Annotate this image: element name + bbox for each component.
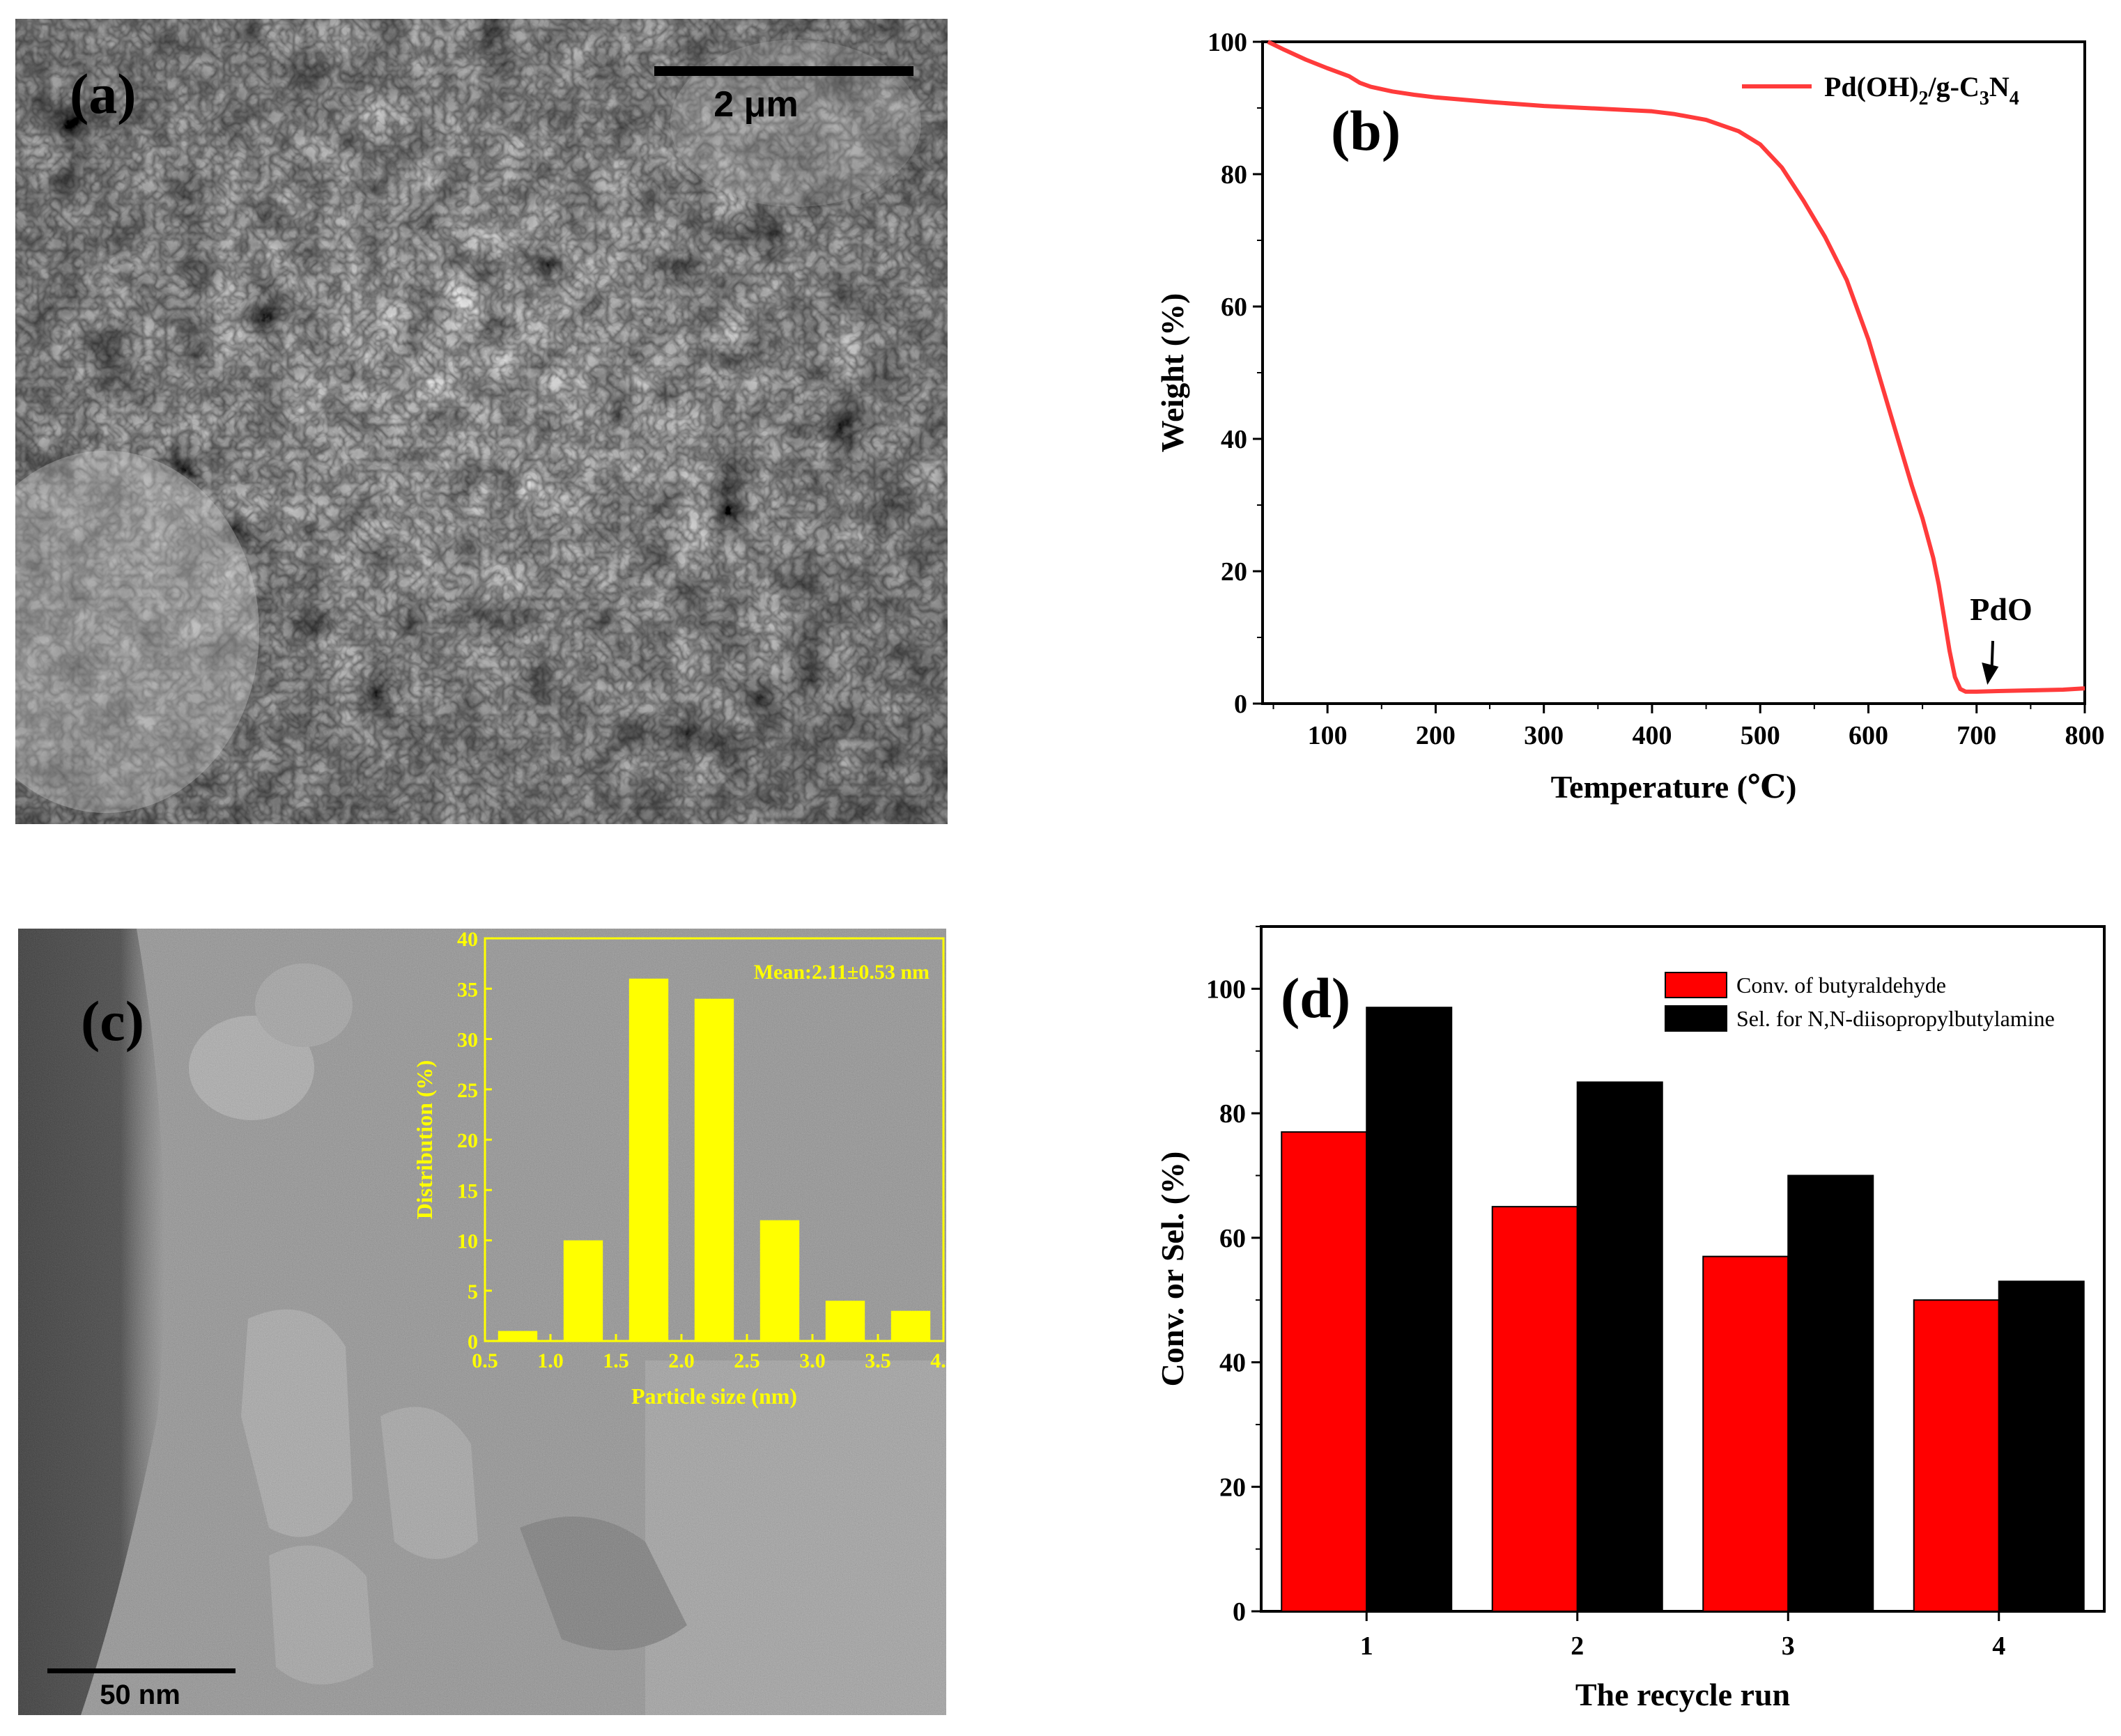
conversion-bar <box>1913 1299 2000 1612</box>
x-tick-label: 200 <box>1416 721 1456 750</box>
y-tick-label: 20 <box>1221 557 1247 587</box>
inset-x-tick-label: 3.5 <box>865 1349 891 1372</box>
conversion-bar <box>1281 1131 1368 1612</box>
x-tick-label: 4 <box>1992 1632 2005 1661</box>
legend-label: Pd(OH)2/g-C3N4 <box>1824 71 2019 109</box>
tem-scale-bar <box>47 1668 236 1673</box>
y-tick-label: 80 <box>1221 160 1247 189</box>
x-tick-label: 600 <box>1849 721 1888 750</box>
inset-y-label: Distribution (%) <box>412 1060 437 1219</box>
histogram-bar <box>628 978 669 1341</box>
selectivity-bar <box>1366 1007 1453 1612</box>
histogram-bar <box>759 1220 800 1341</box>
y-tick-label: 60 <box>1219 1224 1246 1253</box>
tga-curve <box>1267 40 2085 694</box>
legend-swatch <box>1665 1005 1727 1032</box>
x-axis-label: Temperature (℃) <box>1551 769 1797 805</box>
histogram-bar <box>694 998 734 1341</box>
inset-x-tick-label: 3.0 <box>799 1349 826 1372</box>
x-tick-label: 3 <box>1782 1632 1795 1661</box>
sem-scale-label: 2 μm <box>714 84 798 125</box>
inset-y-tick-label: 25 <box>457 1079 478 1102</box>
y-tick-label: 80 <box>1219 1099 1246 1129</box>
x-tick-label: 100 <box>1308 721 1348 750</box>
legend-label: Conv. of butyraldehyde <box>1736 972 1946 998</box>
y-tick-label: 40 <box>1219 1349 1246 1378</box>
y-tick-label: 0 <box>1233 1597 1246 1627</box>
conversion-bar <box>1702 1255 1789 1612</box>
histogram-bar <box>890 1310 931 1341</box>
x-tick-label: 1 <box>1360 1632 1373 1661</box>
panel-b-label: (b) <box>1331 99 1401 162</box>
inset-y-tick-label: 30 <box>457 1029 478 1052</box>
inset-x-tick-label: 1.0 <box>537 1349 564 1372</box>
panel-c-label: (c) <box>81 989 144 1053</box>
conversion-bar <box>1491 1206 1578 1612</box>
y-tick-label: 20 <box>1219 1473 1246 1502</box>
y-axis-label: Weight (%) <box>1155 293 1190 453</box>
sem-micrograph: 2 μm (a) <box>15 19 948 824</box>
plot-frame <box>1260 925 2106 1613</box>
inset-y-tick-label: 0 <box>468 1331 478 1354</box>
inset-x-tick-label: 4.0 <box>930 1349 946 1372</box>
sem-scale-bar <box>654 66 913 76</box>
y-tick-label: 60 <box>1221 293 1247 322</box>
inset-x-tick-label: 1.5 <box>603 1349 629 1372</box>
x-axis-label: The recycle run <box>1575 1677 1790 1712</box>
y-axis-label: Conv. or Sel. (%) <box>1155 1152 1190 1387</box>
inset-y-tick-label: 40 <box>457 929 478 951</box>
inset-y-tick-label: 20 <box>457 1129 478 1152</box>
tga-chart: 100 200 300 400 500 600 700 800 0 20 40 60 80 100 Temp… <box>1155 28 2105 805</box>
x-tick-label: 400 <box>1632 721 1672 750</box>
legend-swatch <box>1665 972 1727 998</box>
tem-scale-label: 50 nm <box>100 1680 180 1710</box>
inset-x-tick-label: 0.5 <box>472 1349 498 1372</box>
y-tick-label: 40 <box>1221 425 1247 454</box>
pdo-annotation: PdO <box>1970 591 2032 627</box>
inset-y-tick-label: 35 <box>457 978 478 1001</box>
selectivity-bar <box>1998 1280 2085 1612</box>
recycle-chart-panel: 0 20 40 60 80 100 1 2 3 4 The recycle run Conv. or … <box>1143 906 2121 1735</box>
inset-x-label: Particle size (nm) <box>631 1384 797 1409</box>
inset-y-tick-label: 5 <box>468 1280 478 1303</box>
sem-image-panel: 2 μm (a) <box>15 19 948 824</box>
inset-x-tick-label: 2.0 <box>668 1349 695 1372</box>
legend-label: Sel. for N,N-diisopropylbutylamine <box>1736 1006 2055 1031</box>
y-tick-label: 100 <box>1208 28 1247 57</box>
inset-y-tick-label: 15 <box>457 1179 478 1202</box>
tem-image-panel: 50 nm (c) 0.5 1.0 1.5 2.0 2.5 3.0 3.5 4.0 0 5 10 15… <box>18 929 946 1715</box>
panel-d-label: (d) <box>1281 966 1350 1030</box>
panel-a-label: (a) <box>70 62 137 125</box>
x-tick-label: 300 <box>1524 721 1564 750</box>
histogram-bar <box>563 1240 603 1341</box>
tga-chart-panel: 100 200 300 400 500 600 700 800 0 20 40 60 80 100 Temp… <box>1143 14 2121 836</box>
x-tick-label: 500 <box>1741 721 1780 750</box>
selectivity-bar <box>1576 1081 1663 1612</box>
histogram-bar <box>498 1331 538 1341</box>
x-tick-label: 2 <box>1571 1632 1584 1661</box>
size-histogram-inset: 0.5 1.0 1.5 2.0 2.5 3.0 3.5 4.0 0 5 10 15 20 25 30 35 40… <box>412 929 946 1409</box>
recycle-chart: 0 20 40 60 80 100 1 2 3 4 The recycle run Conv. or … <box>1155 925 2106 1712</box>
inset-mean-annotation: Mean:2.11±0.53 nm <box>754 961 930 984</box>
histogram-bar <box>825 1301 865 1341</box>
selectivity-bar <box>1787 1175 1874 1613</box>
pdo-arrow-head <box>1982 662 1999 685</box>
y-tick-label: 100 <box>1206 975 1246 1004</box>
inset-x-tick-label: 2.5 <box>734 1349 760 1372</box>
y-tick-label: 0 <box>1234 690 1247 719</box>
inset-y-tick-label: 10 <box>457 1230 478 1253</box>
x-tick-label: 700 <box>1957 721 1996 750</box>
tem-micrograph: 50 nm (c) 0.5 1.0 1.5 2.0 2.5 3.0 3.5 4.0 0 5 10 15… <box>18 929 946 1715</box>
x-tick-label: 800 <box>2065 721 2105 750</box>
